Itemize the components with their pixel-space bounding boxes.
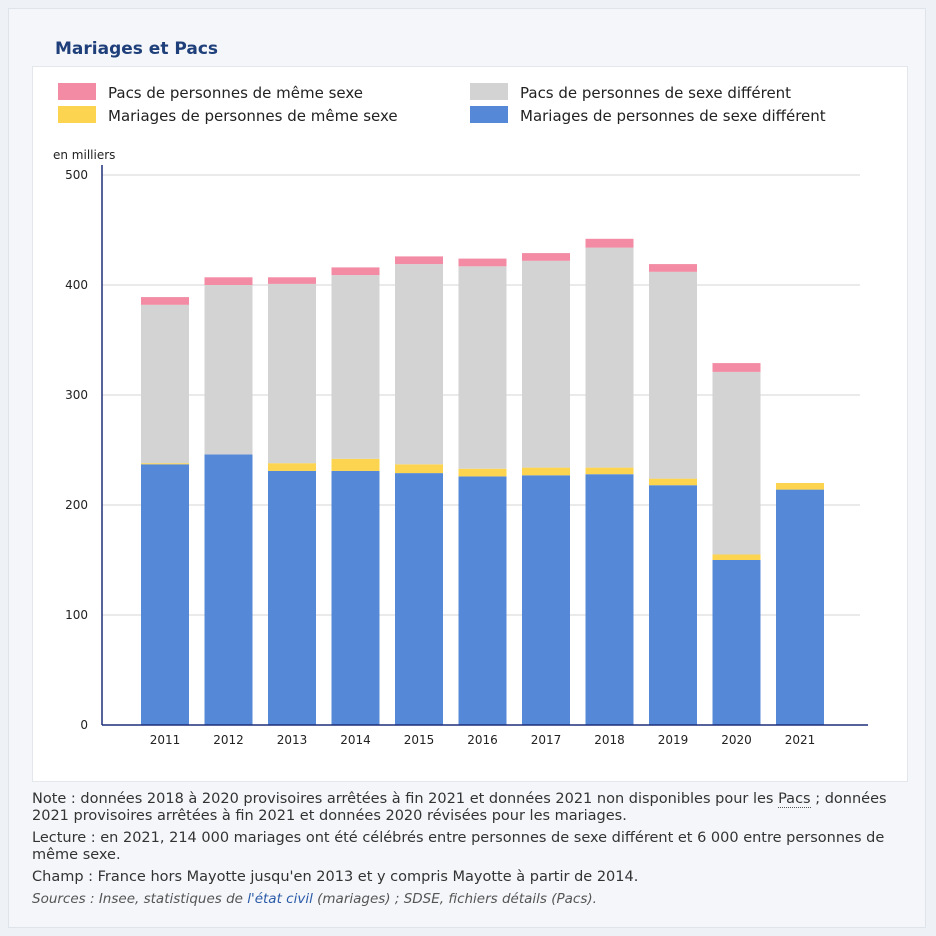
sources-paragraph: Sources : Insee, statistiques de l'état …	[32, 891, 908, 908]
bar-segment-2019	[649, 271, 697, 479]
bar-segment-2020	[712, 560, 761, 725]
legend-label: Mariages de personnes de même sexe	[108, 107, 398, 125]
bar-segment-2011	[141, 304, 189, 464]
bar-segment-2016	[458, 258, 507, 267]
bar-segment-2011	[141, 464, 189, 725]
bar-segment-2015	[395, 256, 443, 265]
y-tick-label: 0	[80, 718, 88, 732]
note-text: Note : données 2018 à 2020 provisoires a…	[32, 791, 779, 807]
bar-segment-2016	[458, 476, 507, 725]
bar-segment-2013	[268, 277, 316, 284]
bar-segment-2014	[331, 267, 380, 276]
bar-segment-2019	[649, 485, 697, 725]
stacked-bar-chart: 0 100 200 300 400 500 2011 2012 2013 2014 2015 2016…	[65, 165, 868, 747]
x-tick-label: 2021	[785, 733, 816, 747]
legend-label: Pacs de personnes de même sexe	[108, 84, 364, 102]
legend-swatch	[470, 106, 508, 123]
bar-segment-2013	[268, 470, 316, 725]
bar-segment-2015	[395, 264, 443, 465]
legend-label: Mariages de personnes de sexe différent	[520, 107, 826, 125]
bar-segment-2021	[776, 489, 824, 725]
legend-label: Pacs de personnes de sexe différent	[520, 84, 792, 102]
bar-segment-2013	[268, 463, 316, 471]
bar-segment-2017	[522, 260, 570, 468]
bar-segment-2018	[585, 474, 634, 725]
x-tick-label: 2020	[721, 733, 752, 747]
bar-segment-2016	[458, 266, 507, 469]
x-tick-label: 2012	[213, 733, 244, 747]
pacs-definition-link[interactable]: Pacs	[778, 791, 811, 808]
bar-segment-2012	[204, 454, 253, 725]
bar-segment-2013	[268, 283, 316, 464]
legend-swatch	[470, 83, 508, 100]
bar-segment-2020	[712, 554, 761, 560]
chart-title: Mariages et Pacs	[55, 39, 219, 59]
bar-segment-2018	[585, 467, 634, 475]
sources-text: Sources : Insee, statistiques de	[32, 891, 248, 907]
bar-segment-2017	[522, 253, 570, 261]
sources-text-suffix: (mariages) ; SDSE, fichiers détails (Pac…	[312, 891, 597, 907]
x-tick-label: 2018	[594, 733, 625, 747]
x-tick-label: 2015	[404, 733, 435, 747]
legend-swatch	[58, 83, 96, 100]
note-paragraph: Note : données 2018 à 2020 provisoires a…	[32, 791, 908, 825]
bar-segment-2019	[649, 264, 697, 272]
x-tick-label: 2011	[150, 733, 181, 747]
note-text-suffix: ; données 2021 provisoires arrêtées à fi…	[32, 791, 887, 824]
y-tick-label: 500	[65, 168, 88, 182]
bar-segment-2017	[522, 467, 570, 476]
x-tick-label: 2019	[658, 733, 689, 747]
y-tick-label: 200	[65, 498, 88, 512]
etat-civil-link[interactable]: l'état civil	[247, 891, 313, 907]
bar-segment-2012	[204, 277, 253, 285]
bar-segment-2015	[395, 464, 443, 474]
bar-segment-2015	[395, 473, 443, 725]
x-tick-label: 2016	[467, 733, 498, 747]
bar-segment-2017	[522, 475, 570, 725]
y-tick-label: 400	[65, 278, 88, 292]
bar-segment-2014	[331, 458, 380, 471]
chart-notes: Note : données 2018 à 2020 provisoires a…	[32, 791, 908, 913]
legend-swatch	[58, 106, 96, 123]
bar-segment-2020	[712, 371, 761, 555]
champ-paragraph: Champ : France hors Mayotte jusqu'en 201…	[32, 869, 639, 885]
bar-segment-2012	[204, 285, 253, 455]
bar-segment-2020	[712, 363, 761, 372]
bar-segment-2014	[331, 275, 380, 459]
x-tick-label: 2017	[531, 733, 562, 747]
bar-segment-2011	[141, 297, 189, 305]
bar-segment-2018	[585, 238, 634, 248]
bar-segment-2018	[585, 247, 634, 468]
x-tick-label: 2013	[277, 733, 308, 747]
y-axis-unit-label: en milliers	[53, 148, 116, 162]
y-tick-label: 100	[65, 608, 88, 622]
bar-segment-2016	[458, 468, 507, 477]
lecture-paragraph: Lecture : en 2021, 214 000 mariages ont …	[32, 830, 885, 863]
x-tick-label: 2014	[340, 733, 371, 747]
bar-segment-2021	[776, 483, 824, 490]
y-tick-label: 300	[65, 388, 88, 402]
bar-segment-2019	[649, 478, 697, 486]
bar-segment-2011	[141, 463, 189, 465]
bar-segment-2014	[331, 470, 380, 725]
